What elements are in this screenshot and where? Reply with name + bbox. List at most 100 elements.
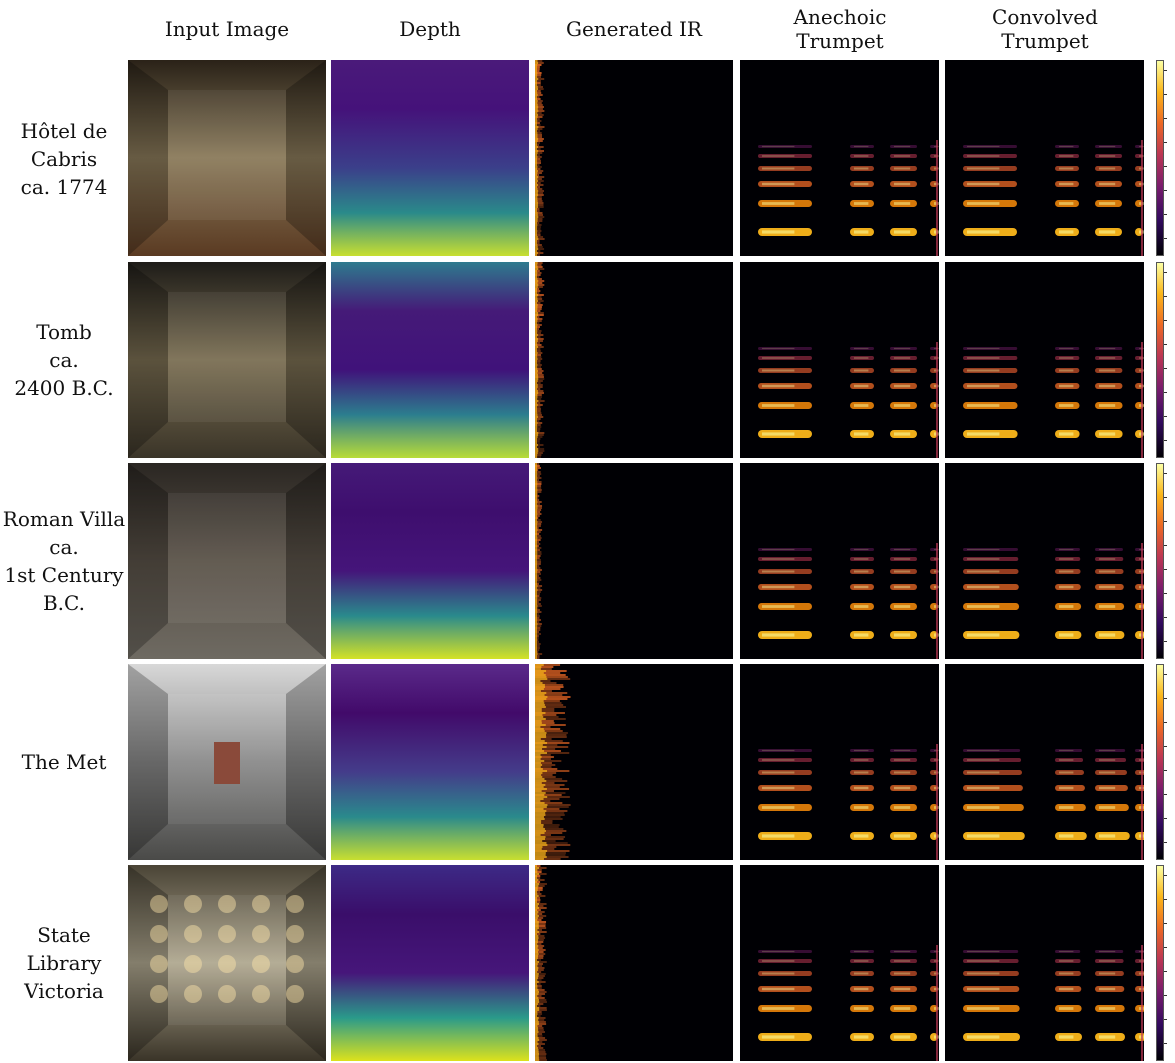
anechoic-spectrogram-graphic	[740, 463, 939, 659]
generated-ir	[535, 865, 733, 1061]
anechoic-spectrogram	[740, 60, 939, 256]
anechoic-spectrogram-graphic	[740, 262, 939, 458]
colorbar-tick	[1164, 416, 1167, 417]
depth-map	[331, 865, 529, 1061]
colorbar-tick	[1164, 473, 1167, 474]
input-image-graphic	[128, 664, 326, 860]
convolved-spectrogram-graphic	[945, 865, 1144, 1061]
generated-ir-graphic	[535, 262, 733, 458]
depth-map-graphic	[331, 262, 529, 458]
generated-ir	[535, 463, 733, 659]
colorbar-tick	[1164, 674, 1167, 675]
convolved-spectrogram-graphic	[945, 262, 1144, 458]
depth-map	[331, 60, 529, 256]
colorbar-tick	[1164, 440, 1167, 441]
colorbar-tick	[1164, 344, 1167, 345]
colorbar-tick	[1164, 995, 1167, 996]
colorbar-tick	[1164, 497, 1167, 498]
colorbar-tick	[1164, 166, 1167, 167]
colorbar-tick	[1164, 617, 1167, 618]
input-image	[128, 664, 326, 860]
depth-map-graphic	[331, 865, 529, 1061]
colorbar-tick	[1164, 947, 1167, 948]
colorbar-tick	[1164, 272, 1167, 273]
input-image	[128, 60, 326, 256]
colorbar-tick	[1164, 545, 1167, 546]
colorbar-tick	[1164, 641, 1167, 642]
generated-ir	[535, 60, 733, 256]
colorbar-tick	[1164, 296, 1167, 297]
colorbar-tick	[1164, 971, 1167, 972]
colorbar-tick	[1164, 770, 1167, 771]
depth-map-graphic	[331, 463, 529, 659]
generated-ir	[535, 664, 733, 860]
convolved-spectrogram-graphic	[945, 463, 1144, 659]
column-header-ir: Generated IR	[535, 0, 733, 58]
colorbar	[1156, 664, 1164, 860]
colorbar-tick	[1164, 214, 1167, 215]
convolved-spectrogram	[945, 463, 1144, 659]
colorbar	[1156, 262, 1164, 458]
generated-ir-graphic	[535, 60, 733, 256]
colorbar	[1156, 463, 1164, 659]
input-image-graphic	[128, 60, 326, 256]
colorbar-tick	[1164, 698, 1167, 699]
colorbar-tick	[1164, 569, 1167, 570]
colorbar-tick	[1164, 320, 1167, 321]
row-label-hotel-de-cabris: Hôtel de Cabris ca. 1774	[0, 60, 128, 257]
depth-map	[331, 262, 529, 458]
generated-ir	[535, 262, 733, 458]
input-image	[128, 262, 326, 458]
input-image	[128, 463, 326, 659]
anechoic-spectrogram	[740, 262, 939, 458]
colorbar-tick	[1164, 190, 1167, 191]
input-image-graphic	[128, 463, 326, 659]
depth-map	[331, 664, 529, 860]
depth-map-graphic	[331, 664, 529, 860]
colorbar-tick	[1164, 818, 1167, 819]
column-header-anechoic: Anechoic Trumpet	[740, 0, 940, 58]
anechoic-spectrogram-graphic	[740, 664, 939, 860]
colorbar-tick	[1164, 521, 1167, 522]
input-image	[128, 865, 326, 1061]
anechoic-spectrogram	[740, 865, 939, 1061]
colorbar-tick	[1164, 392, 1167, 393]
generated-ir-graphic	[535, 463, 733, 659]
colorbar-tick	[1164, 1043, 1167, 1044]
colorbar-tick	[1164, 238, 1167, 239]
row-label-roman-villa: Roman Villa ca. 1st Century B.C.	[0, 463, 128, 659]
convolved-spectrogram	[945, 865, 1144, 1061]
anechoic-spectrogram	[740, 664, 939, 860]
colorbar-tick	[1164, 746, 1167, 747]
generated-ir-graphic	[535, 865, 733, 1061]
colorbar-tick	[1164, 368, 1167, 369]
anechoic-spectrogram	[740, 463, 939, 659]
convolved-spectrogram	[945, 664, 1144, 860]
anechoic-spectrogram-graphic	[740, 60, 939, 256]
convolved-spectrogram-graphic	[945, 60, 1144, 256]
colorbar-tick	[1164, 94, 1167, 95]
colorbar-tick	[1164, 593, 1167, 594]
row-label-the-met: The Met	[0, 664, 128, 860]
convolved-spectrogram-graphic	[945, 664, 1144, 860]
colorbar-tick	[1164, 118, 1167, 119]
colorbar-tick	[1164, 1019, 1167, 1020]
colorbar-tick	[1164, 70, 1167, 71]
colorbar-tick	[1164, 875, 1167, 876]
colorbar-tick	[1164, 142, 1167, 143]
input-image-graphic	[128, 262, 326, 458]
column-header-input: Input Image	[128, 0, 326, 58]
colorbar-tick	[1164, 842, 1167, 843]
depth-map	[331, 463, 529, 659]
convolved-spectrogram	[945, 262, 1144, 458]
colorbar-tick	[1164, 923, 1167, 924]
depth-map-graphic	[331, 60, 529, 256]
colorbar-tick	[1164, 899, 1167, 900]
colorbar	[1156, 865, 1164, 1061]
input-image-graphic	[128, 865, 326, 1061]
convolved-spectrogram	[945, 60, 1144, 256]
colorbar-tick	[1164, 794, 1167, 795]
colorbar-tick	[1164, 722, 1167, 723]
column-header-convolved: Convolved Trumpet	[945, 0, 1145, 58]
row-label-state-library: State Library Victoria	[0, 865, 128, 1061]
